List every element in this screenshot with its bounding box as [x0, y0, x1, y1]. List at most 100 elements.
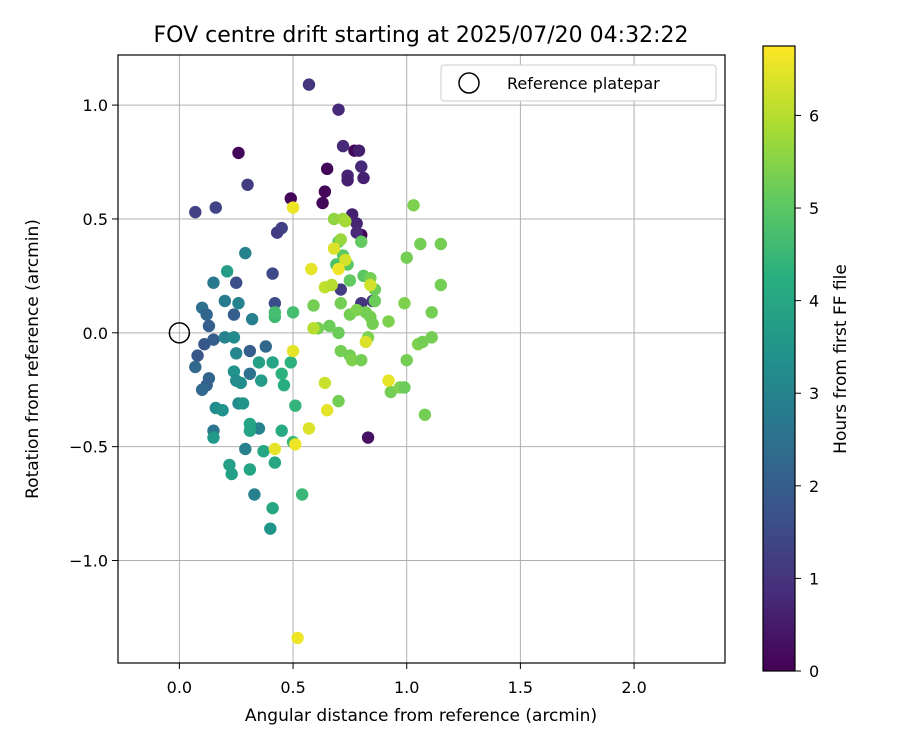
data-point [425, 331, 438, 344]
data-point [268, 306, 282, 319]
data-point [352, 144, 366, 157]
data-point [316, 196, 329, 210]
data-point [289, 399, 302, 412]
legend-label: Reference platepar [507, 74, 660, 93]
plot-frame [117, 54, 726, 664]
data-point [234, 376, 247, 390]
data-point [232, 297, 245, 310]
y-tick-label: −0.5 [69, 438, 108, 457]
data-point [227, 308, 241, 321]
data-point [248, 488, 261, 501]
data-point [359, 335, 373, 349]
data-point [334, 233, 347, 246]
data-point [266, 267, 279, 280]
colorbar-label: Hours from first FF file [831, 264, 851, 454]
colorbar-tick-label: 2 [809, 477, 819, 496]
data-point [209, 201, 222, 214]
reference-marker [168, 322, 191, 344]
data-point [286, 306, 300, 319]
data-point [345, 353, 359, 367]
colorbar-tick-label: 6 [809, 106, 819, 125]
data-point [407, 199, 420, 212]
data-point [425, 306, 438, 319]
data-points [189, 78, 448, 645]
data-point [332, 326, 345, 340]
data-point [266, 501, 279, 515]
data-point [382, 374, 395, 387]
x-tick-label: 2.0 [621, 678, 646, 697]
data-point [230, 276, 243, 289]
data-point [200, 308, 213, 321]
legend: Reference platepar [440, 64, 717, 102]
data-point [239, 246, 252, 260]
data-point [243, 463, 257, 476]
colorbar-tick-label: 5 [809, 199, 819, 218]
data-point [339, 253, 352, 267]
legend-marker-icon [458, 72, 480, 94]
data-point [243, 424, 257, 437]
data-point [268, 442, 282, 456]
colorbar-tick-label: 0 [809, 662, 819, 681]
data-point [400, 353, 413, 367]
y-tick-label: 0.0 [83, 324, 108, 343]
data-point [357, 171, 370, 185]
data-point [218, 294, 232, 308]
data-point [334, 297, 347, 310]
y-tick-label: −1.0 [69, 552, 108, 571]
data-point [189, 205, 202, 219]
data-point [350, 217, 363, 230]
data-point [189, 360, 202, 374]
data-point [434, 237, 448, 251]
colorbar-tick-label: 3 [809, 384, 819, 403]
data-point [257, 445, 270, 458]
data-point [339, 215, 352, 228]
data-point [336, 139, 350, 153]
data-point [202, 319, 216, 333]
data-point [414, 237, 427, 251]
data-point [259, 340, 272, 353]
data-point [307, 299, 320, 312]
data-point [264, 522, 277, 535]
x-axis-ticks: 0.0 0.5 1.0 1.5 2.0 [167, 663, 647, 697]
data-point [320, 404, 334, 417]
data-point [230, 347, 243, 360]
data-point [355, 353, 368, 367]
data-point [305, 262, 318, 276]
data-point [368, 294, 382, 308]
data-point [277, 378, 291, 392]
data-point [191, 349, 204, 362]
chart-title: FOV centre drift starting at 2025/07/20 … [154, 23, 689, 48]
data-point [434, 278, 448, 292]
data-point [255, 374, 268, 387]
data-point [207, 333, 220, 346]
data-point [364, 278, 377, 292]
x-tick-label: 1.0 [394, 678, 419, 697]
data-point [207, 431, 220, 444]
y-axis-label: Rotation from reference (arcmin) [23, 219, 43, 499]
data-point [225, 467, 238, 481]
colorbar-ticks: 0 1 2 3 4 5 6 [795, 106, 819, 681]
x-axis-label: Angular distance from reference (arcmin) [245, 706, 597, 726]
x-tick-label: 0.5 [280, 678, 305, 697]
data-point [236, 397, 250, 410]
data-point [325, 278, 338, 292]
data-point [286, 201, 300, 214]
legend-box [440, 64, 717, 102]
data-point [366, 317, 379, 330]
data-point [400, 251, 413, 264]
x-tick-label: 0.0 [167, 678, 192, 697]
data-point [355, 235, 368, 248]
data-point [241, 178, 254, 191]
data-point [239, 442, 252, 456]
data-point [291, 631, 304, 645]
data-point [398, 297, 411, 310]
data-point [252, 356, 266, 369]
data-point [275, 367, 288, 381]
data-point [284, 356, 297, 369]
data-point [286, 344, 300, 358]
x-tick-label: 1.5 [508, 678, 533, 697]
data-point [327, 212, 341, 226]
data-point [318, 185, 332, 198]
data-point [207, 276, 220, 289]
